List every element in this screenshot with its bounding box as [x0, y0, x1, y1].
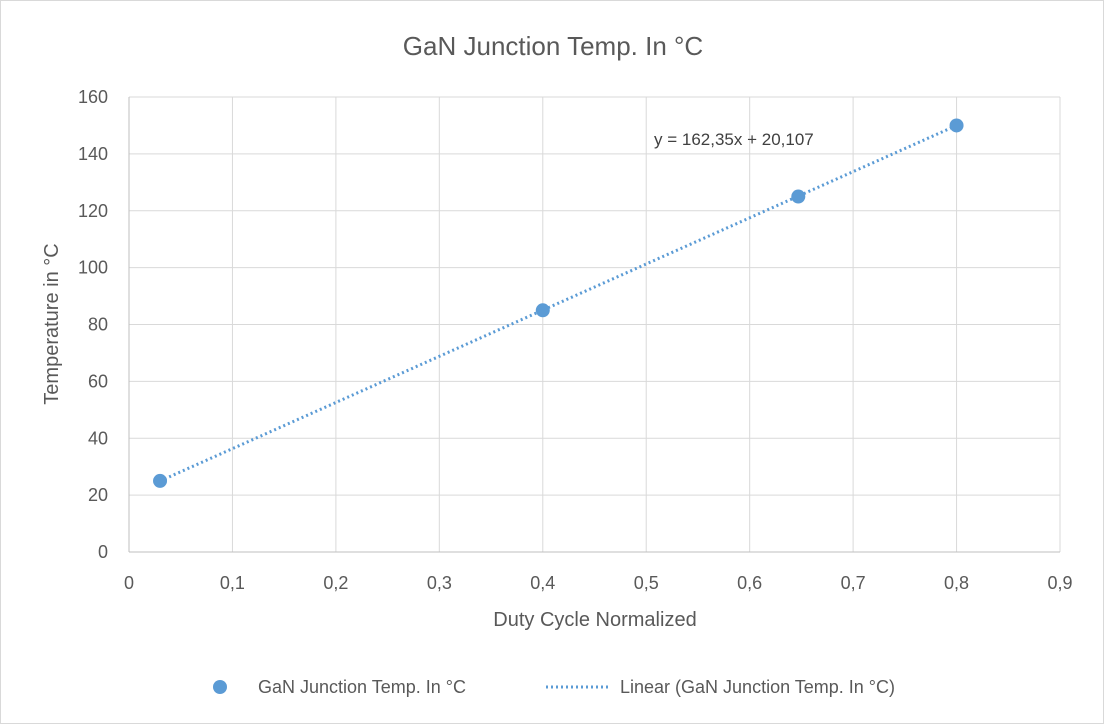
- y-tick-label: 100: [78, 258, 108, 278]
- y-tick-label: 120: [78, 201, 108, 221]
- y-axis-title: Temperature in °C: [41, 243, 63, 404]
- y-tick-label: 20: [88, 485, 108, 505]
- x-tick-label: 0,4: [530, 573, 555, 593]
- legend: GaN Junction Temp. In °C Linear (GaN Jun…: [213, 677, 895, 697]
- y-tick-label: 60: [88, 371, 108, 391]
- legend-label-series: GaN Junction Temp. In °C: [258, 677, 466, 697]
- x-tick-label: 0,2: [323, 573, 348, 593]
- data-point: [153, 473, 168, 488]
- trendline: [159, 124, 958, 483]
- chart-title: GaN Junction Temp. In °C: [403, 31, 703, 61]
- x-tick-label: 0,5: [634, 573, 659, 593]
- data-point: [535, 303, 550, 318]
- y-tick-label: 40: [88, 428, 108, 448]
- y-tick-label: 160: [78, 87, 108, 107]
- axes: 0 0,1 0,2 0,3 0,4 0,5 0,6 0,7 0,8 0,9 0 20 40 60 80 100…: [78, 87, 1073, 593]
- x-tick-label: 0: [124, 573, 134, 593]
- legend-marker-series: [213, 680, 227, 694]
- x-tick-label: 0,7: [841, 573, 866, 593]
- gridlines: [129, 96, 1061, 552]
- x-tick-label: 0,9: [1047, 573, 1072, 593]
- y-tick-label: 80: [88, 315, 108, 335]
- data-point: [791, 189, 806, 204]
- trendline-layer: [159, 124, 958, 483]
- x-tick-label: 0,3: [427, 573, 452, 593]
- x-tick-label: 0,1: [220, 573, 245, 593]
- x-axis-title: Duty Cycle Normalized: [493, 609, 696, 631]
- y-tick-label: 140: [78, 144, 108, 164]
- y-tick-label: 0: [98, 542, 108, 562]
- legend-label-trendline: Linear (GaN Junction Temp. In °C): [620, 677, 895, 697]
- x-tick-label: 0,8: [944, 573, 969, 593]
- x-tick-label: 0,6: [737, 573, 762, 593]
- data-points: [153, 118, 964, 488]
- trendline-equation-label: y = 162,35x + 20,107: [654, 130, 814, 149]
- data-point: [949, 118, 964, 133]
